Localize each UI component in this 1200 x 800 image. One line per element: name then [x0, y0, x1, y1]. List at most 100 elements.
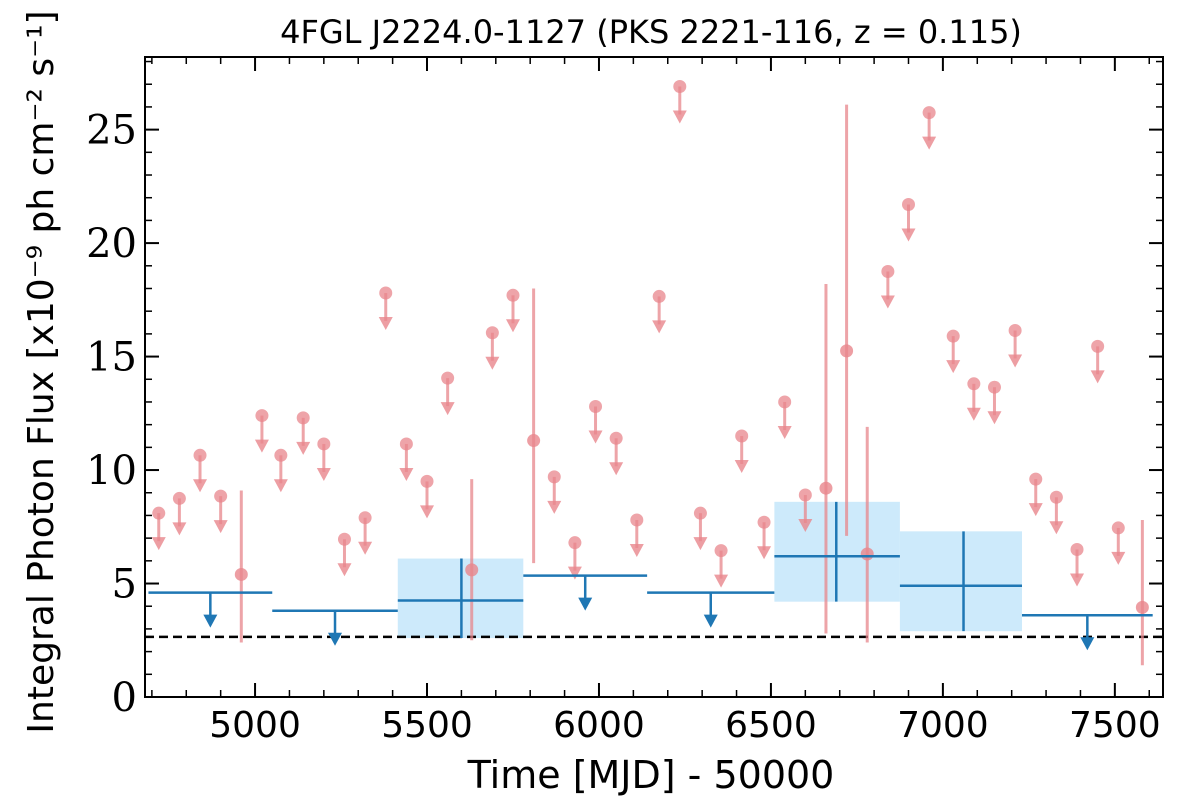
- data-point: [967, 377, 981, 391]
- data-point: [860, 547, 874, 561]
- upper-limit-arrow-head: [714, 574, 729, 588]
- long-bin-series: [148, 501, 1153, 651]
- upper-limit-point: [966, 377, 981, 421]
- data-point: [399, 437, 413, 451]
- upper-limit-arrow-head: [547, 500, 562, 514]
- data-point: [922, 106, 936, 120]
- upper-limit-point: [693, 506, 708, 551]
- data-point: [255, 409, 269, 423]
- data-point: [152, 506, 166, 520]
- upper-limit-arrow-head: [901, 228, 916, 242]
- data-point: [778, 395, 792, 409]
- data-point: [485, 326, 499, 340]
- y-tick-label: 0: [112, 675, 137, 721]
- y-tick-label: 20: [86, 221, 137, 267]
- upper-limit-point: [629, 513, 644, 557]
- upper-limit-arrow-head: [1028, 503, 1043, 517]
- long-detection: [774, 501, 900, 602]
- upper-limit-point: [213, 489, 228, 534]
- plot-frame: [144, 56, 1164, 698]
- data-point: [693, 506, 707, 520]
- upper-limit-arrow-head: [987, 411, 1002, 425]
- data-point: [1008, 323, 1022, 337]
- long-upper-limit: [272, 609, 398, 646]
- upper-limit-arrow-head: [629, 543, 644, 557]
- upper-limit-arrow-head: [578, 597, 593, 611]
- upper-limit-point: [420, 474, 435, 519]
- upper-limit-arrow-head: [151, 537, 166, 551]
- upper-limit-arrow-head: [485, 356, 500, 370]
- data-point: [193, 448, 207, 462]
- upper-limit-point: [609, 431, 624, 476]
- upper-limit-point: [151, 506, 166, 551]
- detection-point: [1135, 519, 1149, 666]
- upper-limit-point: [172, 491, 187, 536]
- upper-limit-point: [922, 106, 937, 150]
- x-tick-label: 5000: [209, 705, 301, 746]
- upper-limit-arrow-head: [609, 462, 624, 476]
- upper-limit-point: [254, 409, 269, 453]
- data-point: [274, 448, 288, 462]
- long-detection: [899, 531, 1022, 632]
- detection-point: [527, 288, 541, 564]
- upper-limit-point: [987, 380, 1002, 425]
- long-upper-limit: [148, 591, 273, 628]
- upper-limit-point: [273, 448, 288, 493]
- axes: 5000 5500 6000 6500 7000 7500 0 5 10 15 20 25: [86, 56, 1164, 746]
- data-point: [214, 489, 228, 503]
- detection-point: [840, 104, 854, 536]
- data-point: [881, 264, 895, 278]
- upper-limit-arrow-head: [734, 460, 749, 474]
- upper-limit-point: [193, 448, 208, 493]
- x-axis-label: Time [MJD] - 50000: [467, 753, 835, 797]
- x-tick-label: 7500: [1069, 705, 1161, 746]
- error-band: [899, 531, 1022, 632]
- detection-point: [819, 283, 833, 634]
- y-tick-label: 10: [86, 448, 137, 494]
- upper-limit-point: [399, 437, 414, 481]
- data-point: [547, 470, 561, 484]
- upper-limit-point: [734, 429, 749, 474]
- upper-limit-point: [1028, 472, 1043, 517]
- upper-limit-point: [1049, 490, 1064, 535]
- upper-limit-point: [567, 536, 582, 580]
- data-point: [1111, 521, 1125, 535]
- data-point: [234, 567, 248, 581]
- upper-limit-arrow-head: [203, 614, 218, 628]
- upper-limit-arrow-head: [880, 295, 895, 309]
- upper-limit-arrow-head: [672, 110, 687, 124]
- data-point: [1135, 600, 1149, 614]
- data-point: [420, 474, 434, 488]
- data-point: [465, 563, 479, 577]
- upper-limit-point: [652, 289, 667, 334]
- upper-limit-arrow-head: [1080, 637, 1095, 651]
- data-point: [630, 513, 644, 527]
- upper-limit-arrow-head: [1049, 521, 1064, 535]
- data-point: [902, 198, 915, 212]
- y-tick-label: 15: [86, 335, 137, 381]
- data-point: [1029, 472, 1043, 486]
- upper-limit-point: [946, 329, 961, 374]
- data-point: [296, 411, 310, 425]
- data-point: [1049, 490, 1063, 504]
- upper-limit-point: [296, 411, 311, 455]
- x-tick-label: 6500: [725, 705, 817, 746]
- upper-limit-arrow-head: [296, 441, 311, 455]
- data-point: [527, 434, 541, 448]
- data-point: [735, 429, 749, 443]
- upper-limit-point: [440, 371, 455, 416]
- upper-limit-arrow-head: [1090, 370, 1105, 384]
- upper-limit-point: [485, 326, 500, 370]
- data-point: [379, 286, 393, 300]
- upper-limit-arrow-head: [588, 430, 603, 444]
- upper-limit-point: [547, 470, 562, 514]
- short-bin-series: [151, 80, 1149, 666]
- data-point: [1091, 339, 1105, 353]
- upper-limit-point: [672, 80, 687, 124]
- upper-limit-arrow-head: [440, 402, 455, 416]
- data-point: [609, 431, 623, 445]
- data-point: [172, 491, 186, 505]
- upper-limit-arrow-head: [358, 541, 373, 555]
- detection-point: [465, 479, 479, 641]
